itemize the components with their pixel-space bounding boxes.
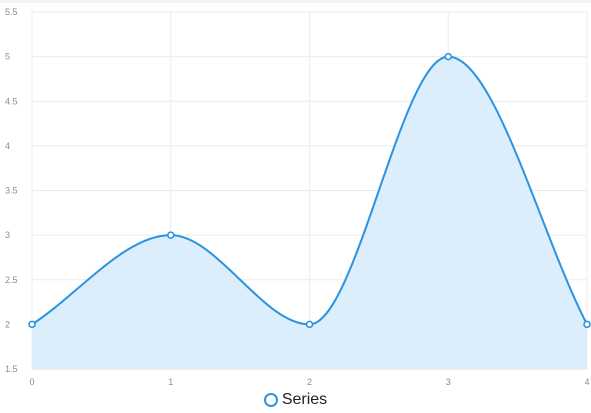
data-point[interactable] <box>166 231 175 239</box>
x-tick-label: 2 <box>307 377 312 387</box>
legend-marker-icon[interactable] <box>263 393 278 407</box>
y-tick-labels: 1.5 2 2.5 3 3.5 4 4.5 5 5.5 <box>5 7 18 374</box>
x-tick-labels: 0 1 2 3 4 <box>29 377 589 387</box>
y-tick-label: 3.5 <box>5 186 18 196</box>
data-point[interactable] <box>583 320 591 329</box>
y-tick-label: 5.5 <box>5 7 18 17</box>
data-point[interactable] <box>305 320 314 329</box>
y-tick-label: 3 <box>5 230 10 240</box>
legend-label[interactable]: Series <box>281 391 328 408</box>
y-tick-label: 2 <box>5 319 10 329</box>
data-point[interactable] <box>28 320 36 329</box>
x-tick-label: 4 <box>584 377 589 387</box>
x-tick-label: 1 <box>168 377 173 387</box>
data-point[interactable] <box>444 52 453 61</box>
legend: Series <box>0 388 591 412</box>
y-tick-label: 4.5 <box>5 96 18 106</box>
x-tick-label: 0 <box>29 377 34 387</box>
y-tick-label: 5 <box>5 52 10 62</box>
y-tick-label: 4 <box>5 141 10 151</box>
x-tick-label: 3 <box>446 377 451 387</box>
series-markers <box>28 52 591 329</box>
y-tick-label: 1.5 <box>5 364 18 374</box>
top-border <box>0 0 591 3</box>
series-area <box>32 56 587 369</box>
y-tick-label: 2.5 <box>5 275 18 285</box>
series-line <box>31 55 588 326</box>
